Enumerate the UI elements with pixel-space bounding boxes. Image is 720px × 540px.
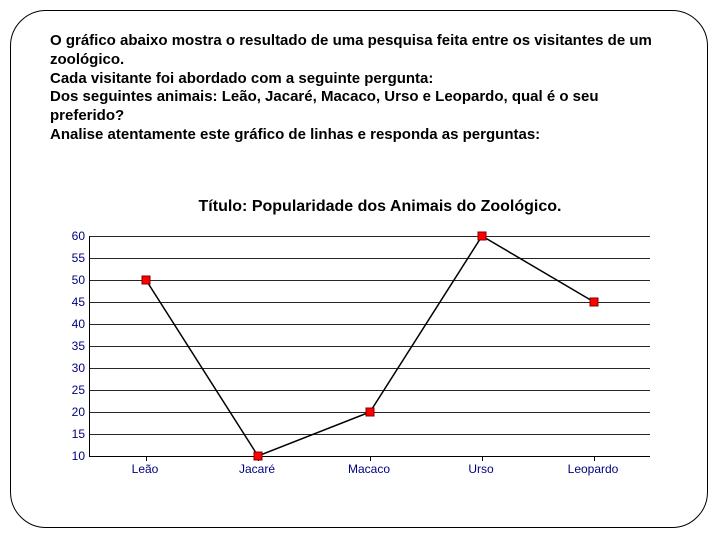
y-tick-label: 10 [55,449,85,463]
y-tick-label: 25 [55,383,85,397]
y-tick-label: 55 [55,251,85,265]
y-tick-label: 50 [55,273,85,287]
x-tick-label: Leopardo [568,462,619,476]
chart-title-row: Título: Popularidade dos Animais do Zool… [0,198,720,216]
y-tick-label: 15 [55,427,85,441]
intro-line-1: O gráfico abaixo mostra o resultado de u… [50,32,652,68]
x-tick-label: Urso [468,462,493,476]
y-tick-label: 60 [55,229,85,243]
intro-line-4: Analise atentamente este gráfico de linh… [50,126,540,143]
intro-line-2: Cada visitante foi abordado com a seguin… [50,70,433,87]
y-tick-label: 20 [55,405,85,419]
y-tick-label: 40 [55,317,85,331]
y-tick-label: 45 [55,295,85,309]
chart-title: Título: Popularidade dos Animais do Zool… [159,198,562,216]
y-tick-label: 30 [55,361,85,375]
chart-area: 1015202530354045505560 LeãoJacaréMacacoU… [55,236,675,496]
intro-text: O gráfico abaixo mostra o resultado de u… [50,32,670,145]
y-tick-label: 35 [55,339,85,353]
x-axis-labels: Leão Jacaré Macaco Urso Leopardo [89,236,649,496]
x-tick-label: Macaco [348,462,390,476]
y-axis-labels: 1015202530354045505560 [55,236,85,456]
x-tick-label: Leão [132,462,159,476]
intro-line-3: Dos seguintes animais: Leão, Jacaré, Mac… [50,88,599,124]
x-tick-label: Jacaré [239,462,275,476]
